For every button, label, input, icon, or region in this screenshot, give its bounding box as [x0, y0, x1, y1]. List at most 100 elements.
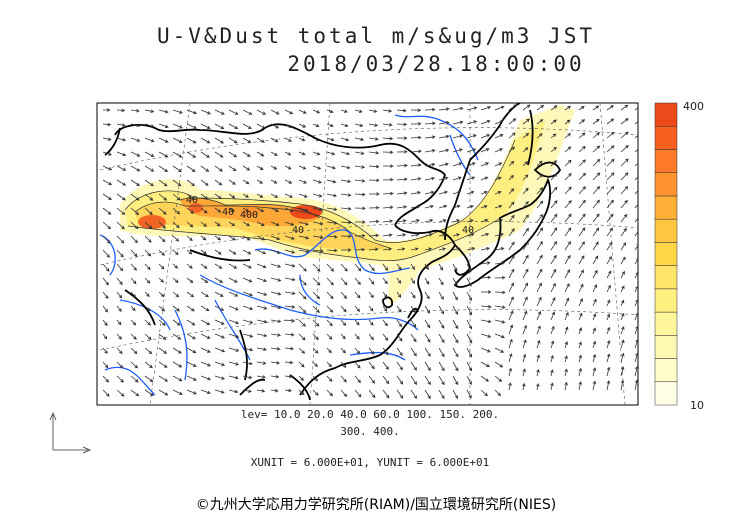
wind-arrow-icon	[242, 193, 249, 198]
wind-arrow-icon	[256, 277, 268, 283]
wind-arrow-icon	[284, 318, 296, 323]
wind-arrow-icon	[550, 186, 558, 195]
wind-arrow-icon	[592, 105, 600, 111]
wind-arrow-icon	[172, 137, 183, 143]
wind-arrow-icon	[326, 263, 335, 272]
wind-arrow-icon	[508, 268, 515, 279]
wind-arrow-icon	[326, 361, 332, 368]
wind-arrow-icon	[620, 285, 625, 293]
wind-arrow-icon	[480, 347, 491, 353]
colorbar-segment	[654, 242, 678, 266]
wind-arrow-icon	[200, 151, 210, 158]
colorbar-segment	[654, 358, 678, 383]
wind-arrow-icon	[634, 379, 638, 391]
wind-arrow-icon	[270, 207, 279, 212]
wind-arrow-icon	[102, 375, 110, 383]
wind-arrow-icon	[466, 176, 476, 181]
wind-arrow-icon	[270, 347, 281, 351]
wind-arrow-icon	[130, 319, 137, 326]
wind-arrow-icon	[452, 361, 459, 372]
wind-arrow-icon	[256, 165, 264, 171]
wind-arrow-icon	[522, 174, 529, 181]
wind-arrow-icon	[634, 148, 638, 153]
wind-arrow-icon	[452, 233, 460, 237]
wind-arrow-icon	[186, 305, 195, 312]
wind-arrow-icon	[172, 249, 179, 256]
wind-arrow-icon	[312, 221, 324, 226]
wind-arrow-icon	[564, 297, 570, 307]
wind-arrow-icon	[494, 204, 503, 209]
wind-arrow-icon	[550, 146, 557, 153]
wind-arrow-icon	[480, 176, 489, 181]
wind-arrow-icon	[130, 389, 140, 397]
wind-arrow-icon	[536, 200, 544, 209]
wind-arrow-icon	[354, 375, 361, 384]
wind-arrow-icon	[424, 176, 436, 181]
wind-arrow-icon	[424, 291, 430, 300]
wind-arrow-icon	[396, 247, 406, 251]
wind-arrow-icon	[382, 109, 393, 113]
wind-arrow-icon	[550, 355, 554, 363]
wind-arrow-icon	[522, 368, 526, 377]
wind-arrow-icon	[200, 165, 210, 172]
wind-arrow-icon	[284, 123, 293, 128]
wind-arrow-icon	[200, 389, 211, 395]
wind-arrow-icon	[102, 347, 108, 354]
wind-arrow-icon	[172, 277, 179, 283]
wind-arrow-icon	[620, 199, 628, 209]
wind-arrow-icon	[158, 333, 167, 340]
wind-arrow-icon	[536, 254, 543, 265]
wind-arrow-icon	[130, 179, 140, 186]
wind-arrow-icon	[620, 185, 629, 195]
wind-arrow-icon	[158, 137, 169, 143]
wind-arrow-icon	[200, 235, 207, 241]
wind-arrow-icon	[284, 235, 295, 240]
wind-arrow-icon	[410, 163, 422, 167]
wind-arrow-icon	[382, 291, 388, 298]
wind-arrow-icon	[592, 158, 601, 167]
wind-arrow-icon	[102, 235, 111, 244]
wind-arrow-icon	[368, 361, 375, 370]
wind-arrow-icon	[102, 151, 112, 156]
wind-arrow-icon	[326, 221, 338, 225]
wind-arrow-icon	[564, 105, 571, 111]
wind-arrow-icon	[172, 235, 180, 242]
wind-arrow-icon	[270, 319, 282, 323]
wind-arrow-icon	[382, 277, 388, 285]
wind-arrow-icon	[158, 193, 168, 201]
wind-arrow-icon	[578, 255, 585, 265]
wind-arrow-icon	[620, 158, 629, 167]
wind-arrow-icon	[438, 347, 445, 358]
wind-arrow-icon	[242, 319, 254, 324]
wind-arrow-icon	[326, 165, 336, 170]
wind-arrow-icon	[284, 346, 295, 351]
wind-arrow-icon	[410, 149, 422, 154]
wind-arrow-icon	[508, 296, 514, 307]
wind-arrow-icon	[340, 234, 352, 239]
wind-arrow-icon	[494, 119, 505, 125]
wind-arrow-icon	[158, 109, 169, 114]
wind-arrow-icon	[536, 227, 544, 237]
wind-arrow-icon	[634, 176, 638, 181]
wind-arrow-icon	[284, 137, 292, 142]
wind-arrow-icon	[340, 333, 346, 340]
wind-arrow-icon	[312, 333, 319, 341]
wind-arrow-icon	[368, 319, 374, 326]
wind-arrow-icon	[396, 177, 408, 182]
wind-arrow-icon	[550, 133, 557, 139]
wind-arrow-icon	[424, 361, 431, 372]
wind-arrow-icon	[424, 135, 436, 139]
wind-arrow-icon	[102, 361, 109, 369]
wind-arrow-icon	[340, 347, 346, 354]
contour-lines	[124, 139, 516, 262]
contour-label: 40	[292, 225, 304, 236]
wind-arrow-icon	[382, 305, 388, 312]
wind-arrow-icon	[634, 312, 638, 321]
wind-arrow-icon	[312, 319, 320, 327]
wind-arrow-icon	[620, 118, 629, 125]
wind-arrow-icon	[410, 277, 416, 284]
wind-arrow-icon	[214, 235, 222, 241]
wind-arrow-icon	[508, 118, 517, 125]
wind-arrow-icon	[228, 221, 236, 227]
coastlines	[104, 103, 562, 401]
